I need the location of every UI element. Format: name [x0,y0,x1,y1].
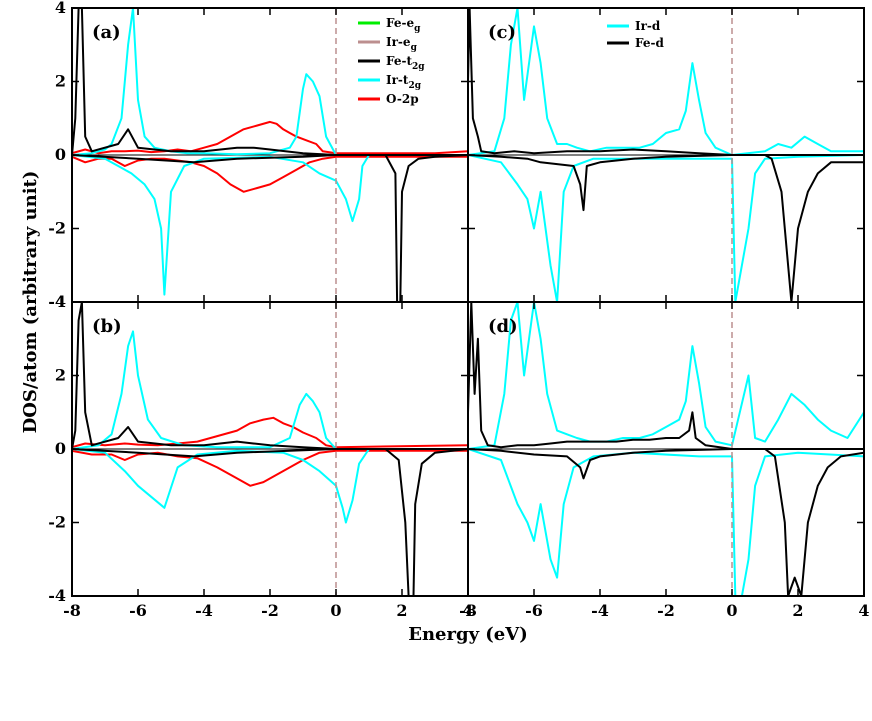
panel-label: (d) [488,316,518,337]
series-fe-t2g-down [72,154,468,302]
series-ir-d-down [468,448,864,596]
x-tick-label: -4 [195,601,213,620]
series-ir-t2g-up [72,8,468,156]
x-axis-title: Energy (eV) [408,624,528,645]
x-tick-label: 4 [858,601,869,620]
panel-label: (b) [92,316,122,337]
y-tick-label: 4 [55,0,66,17]
legend-entry: Fe-eg [386,16,421,34]
y-tick-label: 2 [55,72,66,91]
x-tick-label: 4 [462,601,473,620]
legend-entry: Ir-t2g [386,73,422,91]
x-tick-label: -8 [459,601,477,620]
legend: Ir-d Fe-d [607,19,664,50]
series-fe-t2g-down [72,448,468,596]
series-fe-d-up [468,302,864,450]
panel-label: (c) [488,22,516,43]
series-fe-d-up [468,8,864,156]
y-tick-label: -4 [48,586,66,605]
y-tick-label: 0 [55,439,66,458]
series-ir-d-down [468,154,864,302]
legend-entry: Fe-t2g [386,54,425,72]
y-axis-title: DOS/atom (arbitrary unit) [20,171,41,434]
legend-entry: Ir-d [635,19,661,33]
series-fe-d-down [468,154,864,302]
series-fe-t2g-up [72,302,468,450]
panel-label: (a) [92,22,121,43]
series-fe-d-down [468,448,864,596]
panel-d: -8 -6 -4 -2 0 2 4 (d) [459,301,870,620]
y-tick-label: -4 [48,292,66,311]
x-tick-label: 2 [792,601,803,620]
legend-entry: Ir-eg [386,35,418,53]
y-tick-label: 0 [55,145,66,164]
x-tick-label: -8 [63,601,81,620]
series-o-2p-down [72,155,468,193]
series-o-2p-down [72,449,468,487]
legend-entry: O-2p [386,92,419,106]
y-tick-label: -2 [48,219,66,238]
series-ir-d-up [468,8,864,156]
x-tick-label: -2 [261,601,279,620]
x-tick-label: -2 [657,601,675,620]
series-ir-d-up [468,302,864,450]
x-tick-label: -6 [525,601,543,620]
y-tick-label: 4 [55,292,66,311]
series-fe-t2g-up [72,8,468,156]
panel-b: -4 -2 0 2 4 -8 -6 -4 -2 0 2 4 (b) [48,292,473,620]
x-tick-label: -6 [129,601,147,620]
series-o-2p-up [72,416,468,449]
x-tick-label: 0 [726,601,737,620]
series-ir-t2g-down [72,448,468,524]
legend-entry: Fe-d [635,36,664,50]
x-tick-label: -4 [591,601,609,620]
series-o-2p-up [72,120,468,155]
series-ir-t2g-down [72,154,468,296]
y-tick-label: -2 [48,513,66,532]
y-tick-label: 2 [55,366,66,385]
x-tick-label: 0 [330,601,341,620]
x-tick-label: 2 [396,601,407,620]
panel-c: (c) Ir-d Fe-d [467,7,865,303]
